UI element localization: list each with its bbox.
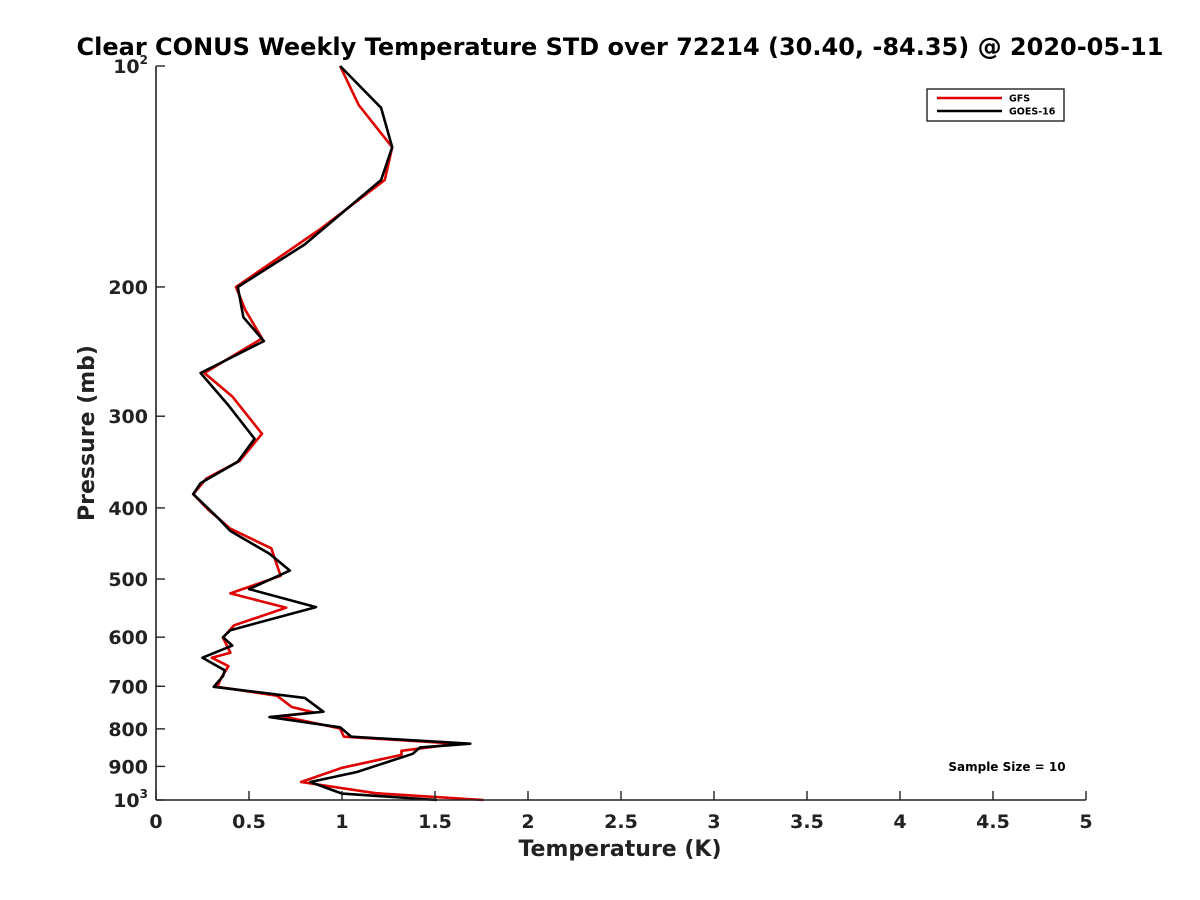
y-tick-label: 800: [108, 719, 148, 741]
y-tick-label-exponent: 3: [140, 787, 148, 801]
y-tick-label: 900: [108, 756, 148, 778]
series-layer: [191, 65, 484, 802]
y-tick-label-exponent: 2: [140, 53, 148, 67]
x-tick-label: 4: [893, 811, 906, 833]
x-tick-label: 1: [335, 811, 348, 833]
x-axis: 0 0.5 1 1.5 2 2.5 3 3.5 4 4.5 5: [149, 791, 1093, 833]
x-tick-label: 5: [1079, 811, 1092, 833]
x-tick-label: 3.5: [790, 811, 824, 833]
y-tick-label: 300: [108, 406, 148, 428]
y-tick-label: 103: [113, 787, 148, 812]
x-tick-label: 4.5: [976, 811, 1010, 833]
x-tick-label: 2: [521, 811, 534, 833]
y-tick-label-base: 10: [113, 56, 139, 78]
legend: GFS GOES-16: [926, 88, 1065, 122]
x-tick-label: 0.5: [232, 811, 266, 833]
y-tick-label: 400: [108, 498, 148, 520]
x-tick-label: 3: [707, 811, 720, 833]
y-tick-label: 700: [108, 676, 148, 698]
legend-box: [926, 88, 1065, 122]
x-tick-label: 0: [149, 811, 162, 833]
y-tick-label-base: 10: [113, 790, 139, 812]
chart-title: Clear CONUS Weekly Temperature STD over …: [77, 33, 1164, 61]
y-axis-label: Pressure (mb): [75, 345, 100, 521]
legend-label: GFS: [1009, 94, 1030, 105]
y-tick-label: 600: [108, 627, 148, 649]
y-tick-label: 102: [113, 53, 148, 78]
sample-size-annotation: Sample Size = 10: [948, 760, 1065, 774]
x-tick-label: 2.5: [604, 811, 638, 833]
x-tick-label: 1.5: [418, 811, 452, 833]
y-tick-label: 500: [108, 569, 148, 591]
legend-label: GOES-16: [1009, 107, 1056, 118]
y-tick-label: 200: [108, 277, 148, 299]
x-axis-label: Temperature (K): [518, 837, 721, 862]
series-line-goes-16: [191, 65, 472, 802]
